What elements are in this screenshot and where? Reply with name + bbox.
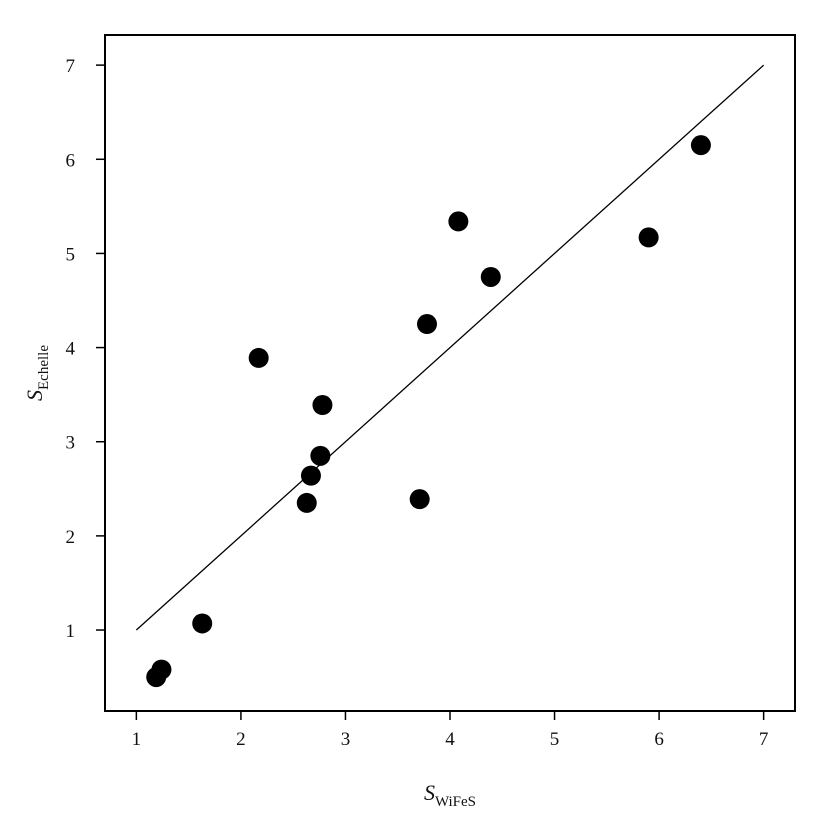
y-tick-label: 6: [66, 150, 76, 171]
point: [151, 659, 172, 680]
plot-frame: [104, 34, 796, 712]
point: [310, 445, 331, 466]
point: [409, 489, 430, 510]
x-tick-label: 1: [132, 729, 142, 750]
point: [248, 347, 269, 368]
y-tick-label: 4: [66, 339, 76, 360]
x-tick-label: 3: [341, 729, 351, 750]
x-axis-label: SWiFeS: [424, 780, 476, 810]
point: [192, 613, 213, 634]
y-tick-label: 3: [66, 433, 76, 454]
y-label-sub: Echelle: [36, 345, 52, 390]
y-label-main: S: [22, 390, 47, 401]
x-tick-label: 7: [759, 729, 769, 750]
y-tick-label: 2: [66, 527, 76, 548]
reference-line: [135, 64, 765, 631]
x-tick-label: 5: [550, 729, 560, 750]
x-label-main: S: [424, 780, 435, 805]
x-label-sub: WiFeS: [435, 794, 476, 810]
point: [300, 465, 321, 486]
point: [448, 211, 469, 232]
point: [638, 227, 659, 248]
point: [417, 314, 437, 335]
point: [296, 492, 317, 513]
y-tick-label: 1: [66, 621, 76, 642]
point: [312, 395, 333, 416]
point: [690, 135, 711, 156]
x-tick-label: 2: [236, 729, 246, 750]
point: [480, 266, 501, 287]
y-tick-label: 5: [66, 244, 76, 265]
x-tick-label: 4: [445, 729, 455, 750]
y-tick-label: 7: [66, 56, 76, 77]
y-axis-label: SEchelle: [22, 345, 52, 401]
x-tick-label: 6: [654, 729, 664, 750]
